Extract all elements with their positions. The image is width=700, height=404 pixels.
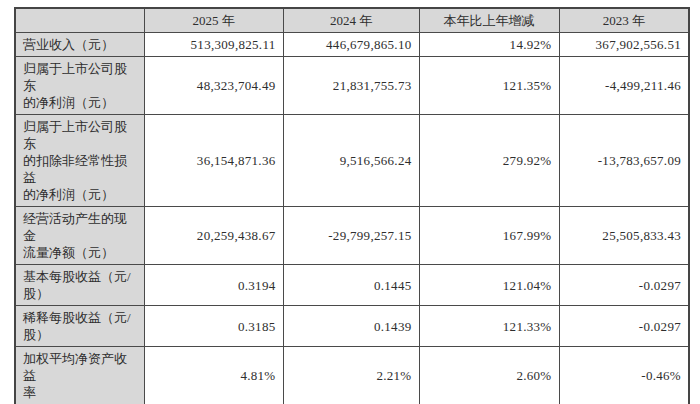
table-row-net-profit-excl-nonrecurring: 归属于上市公司股东 的扣除非经常性损益 的净利润（元） 36,154,871.3…: [15, 115, 689, 207]
row-label: 稀释每股收益（元/ 股）: [15, 306, 144, 347]
annual-header-row: 2025 年 2024 年 本年比上年增减 2023 年: [15, 8, 689, 33]
row-label: 经营活动产生的现金 流量净额（元）: [15, 207, 144, 265]
table-row-weighted-avg-roe: 加权平均净资产收益 率 4.81% 2.21% 2.60% -0.46%: [15, 347, 689, 404]
cell-value: 167.99%: [419, 207, 559, 265]
table-row-diluted-eps: 稀释每股收益（元/ 股） 0.3185 0.1439 121.33% -0.02…: [15, 306, 689, 347]
cell-value: 20,259,438.67: [144, 207, 283, 265]
table-row-operating-cash-flow: 经营活动产生的现金 流量净额（元） 20,259,438.67 -29,799,…: [15, 207, 689, 265]
cell-value: 446,679,865.10: [283, 33, 419, 57]
cell-value: 2.60%: [419, 347, 559, 404]
cell-value: -4,499,211.46: [559, 57, 689, 115]
cell-value: -29,799,257.15: [283, 207, 419, 265]
header-blank: [15, 8, 144, 33]
cell-value: 4.81%: [144, 347, 283, 404]
row-label: 加权平均净资产收益 率: [15, 347, 144, 404]
cell-value: -0.46%: [559, 347, 689, 404]
cell-value: 121.33%: [419, 306, 559, 347]
header-2025: 2025 年: [144, 8, 283, 33]
row-label: 归属于上市公司股东 的净利润（元）: [15, 57, 144, 115]
cell-value: 0.1439: [283, 306, 419, 347]
cell-value: 367,902,556.51: [559, 33, 689, 57]
cell-value: 0.3185: [144, 306, 283, 347]
row-label: 归属于上市公司股东 的扣除非经常性损益 的净利润（元）: [15, 115, 144, 207]
cell-value: 25,505,833.43: [559, 207, 689, 265]
cell-value: 36,154,871.36: [144, 115, 283, 207]
cell-value: 121.04%: [419, 265, 559, 306]
cell-value: 14.92%: [419, 33, 559, 57]
cell-value: -0.0297: [559, 306, 689, 347]
cell-value: 2.21%: [283, 347, 419, 404]
table-row-basic-eps: 基本每股收益（元/ 股） 0.3194 0.1445 121.04% -0.02…: [15, 265, 689, 306]
row-label: 基本每股收益（元/ 股）: [15, 265, 144, 306]
table-row-net-profit: 归属于上市公司股东 的净利润（元） 48,323,704.49 21,831,7…: [15, 57, 689, 115]
cell-value: 121.35%: [419, 57, 559, 115]
financial-tables: 2025 年 2024 年 本年比上年增减 2023 年 营业收入（元） 513…: [14, 7, 688, 404]
header-2023: 2023 年: [559, 8, 689, 33]
cell-value: 279.92%: [419, 115, 559, 207]
header-yoy-change: 本年比上年增减: [419, 8, 559, 33]
cell-value: -13,783,657.09: [559, 115, 689, 207]
cell-value: -0.0297: [559, 265, 689, 306]
table-row-revenue: 营业收入（元） 513,309,825.11 446,679,865.10 14…: [15, 33, 689, 57]
cell-value: 21,831,755.73: [283, 57, 419, 115]
cell-value: 513,309,825.11: [144, 33, 283, 57]
cell-value: 48,323,704.49: [144, 57, 283, 115]
annual-results-table: 2025 年 2024 年 本年比上年增减 2023 年 营业收入（元） 513…: [14, 7, 690, 404]
header-2024: 2024 年: [283, 8, 419, 33]
cell-value: 9,516,566.24: [283, 115, 419, 207]
cell-value: 0.1445: [283, 265, 419, 306]
financial-report-page: 2025 年 2024 年 本年比上年增减 2023 年 营业收入（元） 513…: [0, 0, 700, 404]
row-label: 营业收入（元）: [15, 33, 144, 57]
cell-value: 0.3194: [144, 265, 283, 306]
